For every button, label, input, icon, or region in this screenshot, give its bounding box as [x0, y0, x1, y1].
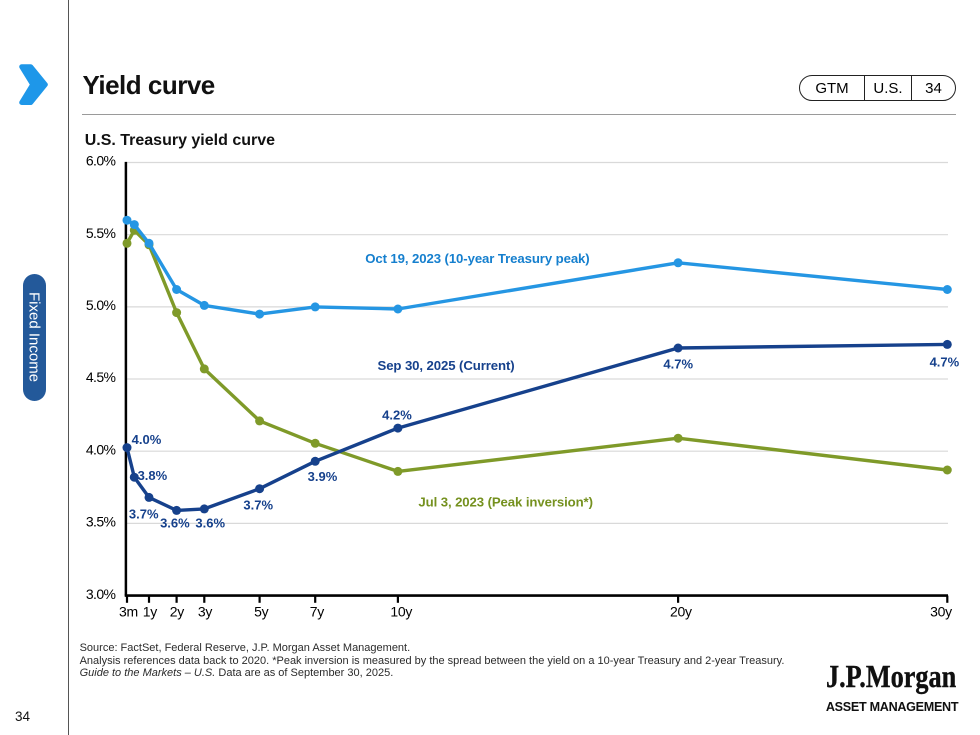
svg-text:3.5%: 3.5% [86, 514, 116, 530]
svg-text:5.5%: 5.5% [86, 225, 116, 241]
svg-text:3.8%: 3.8% [138, 468, 168, 483]
svg-text:1y: 1y [143, 604, 157, 620]
svg-text:4.5%: 4.5% [86, 369, 116, 385]
svg-text:7y: 7y [310, 604, 324, 620]
svg-text:6.0%: 6.0% [86, 153, 116, 169]
svg-text:5.0%: 5.0% [86, 297, 116, 313]
svg-text:Jul 3, 2023 (Peak inversion*): Jul 3, 2023 (Peak inversion*) [418, 494, 593, 509]
svg-text:3.6%: 3.6% [160, 515, 190, 530]
svg-text:4.0%: 4.0% [132, 432, 162, 447]
svg-text:4.2%: 4.2% [382, 407, 412, 422]
svg-text:30y: 30y [930, 604, 952, 620]
svg-text:10y: 10y [390, 604, 412, 620]
svg-text:2y: 2y [170, 604, 184, 620]
svg-text:3m: 3m [119, 604, 138, 620]
svg-text:20y: 20y [670, 604, 692, 620]
svg-text:Oct 19, 2023 (10-year Treasury: Oct 19, 2023 (10-year Treasury peak) [365, 251, 589, 266]
svg-text:4.7%: 4.7% [930, 354, 960, 369]
svg-text:3.7%: 3.7% [243, 497, 273, 512]
svg-text:3.9%: 3.9% [308, 469, 338, 484]
svg-text:3y: 3y [198, 604, 212, 620]
svg-text:3.6%: 3.6% [195, 515, 225, 530]
svg-text:3.0%: 3.0% [86, 586, 116, 602]
svg-text:5y: 5y [254, 604, 268, 620]
svg-text:4.7%: 4.7% [663, 357, 693, 372]
svg-text:Sep 30, 2025 (Current): Sep 30, 2025 (Current) [378, 358, 515, 373]
svg-text:3.7%: 3.7% [129, 507, 159, 522]
svg-text:4.0%: 4.0% [86, 441, 116, 457]
